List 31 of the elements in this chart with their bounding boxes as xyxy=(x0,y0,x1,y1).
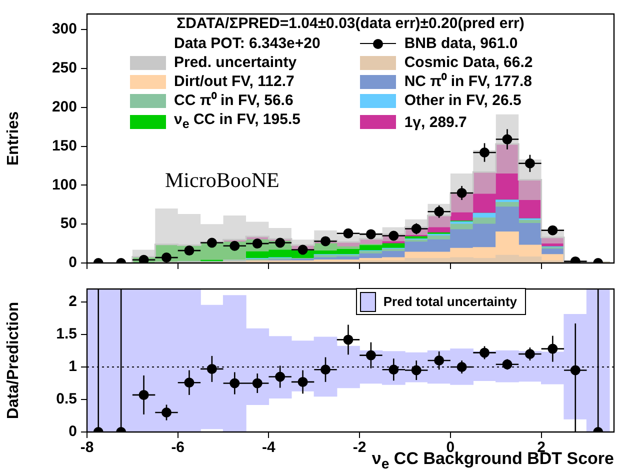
legend-label: Pred total uncertainty xyxy=(383,293,517,311)
legend-label: Cosmic Data, 66.2 xyxy=(404,53,533,72)
y-tick-label: 2 xyxy=(68,293,77,310)
legend-label: Other in FV, 26.5 xyxy=(404,91,522,110)
legend-label: CC π⁰ in FV, 56.6 xyxy=(174,91,294,110)
y-axis-title: Data/Prediction xyxy=(5,302,22,420)
y-axis-title: Entries xyxy=(5,111,22,166)
y-tick-label: 150 xyxy=(52,137,77,154)
y-tick-label: 100 xyxy=(52,176,77,194)
y-tick-label: 0 xyxy=(68,423,77,440)
y-tick-label: 0.5 xyxy=(56,390,77,408)
x-tick-label: -6 xyxy=(171,439,185,456)
legend-label: Pred. uncertainty xyxy=(174,53,297,72)
x-tick-label: -2 xyxy=(352,439,366,456)
annotation: MicroBooNE xyxy=(165,168,280,193)
y-tick-label: 1.5 xyxy=(56,326,77,343)
y-tick-label: 50 xyxy=(60,215,77,232)
y-tick-label: 200 xyxy=(52,98,77,116)
y-tick-label: 300 xyxy=(52,20,77,38)
legend-label: 1γ, 289.7 xyxy=(404,112,467,132)
legend-title: Data POT: 6.343e+20 xyxy=(174,34,320,53)
annotation: ΣDATA/ΣPRED=1.04±0.03(data err)±0.20(pred err) xyxy=(176,15,526,32)
legend-label: Dirt/out FV, 112.7 xyxy=(174,72,294,91)
y-tick-label: 0 xyxy=(68,254,77,272)
legend-label: BNB data, 961.0 xyxy=(404,34,518,53)
y-tick-label: 250 xyxy=(52,60,77,77)
legend-label: ν$_{e}$ CC in FV, 195.5 xyxy=(174,110,300,133)
x-tick-label: -4 xyxy=(262,439,276,456)
x-tick-label: -8 xyxy=(80,439,94,456)
legend-label: NC π⁰ in FV, 177.8 xyxy=(404,72,532,91)
y-tick-label: 1 xyxy=(68,358,77,376)
